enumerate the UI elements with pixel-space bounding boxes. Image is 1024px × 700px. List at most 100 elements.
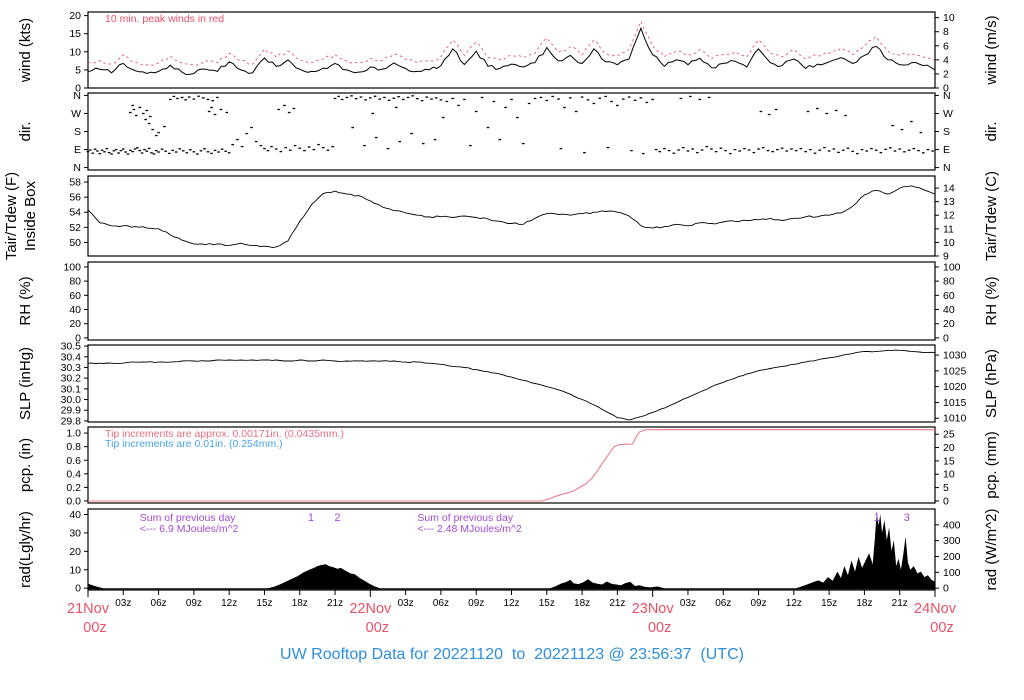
wind-direction-point <box>569 97 572 99</box>
wind-direction-point <box>217 151 220 153</box>
rad-axis-label-left: rad(Lgly/hr) <box>17 511 34 588</box>
wind-direction-point <box>851 150 854 153</box>
hour-label: 18z <box>574 598 590 609</box>
wind-direction-point <box>245 132 249 135</box>
slp-left-tick-label: 29.9 <box>61 405 82 417</box>
wind-right-tick-label: 2 <box>943 68 949 80</box>
wind-peak-10min <box>87 20 936 66</box>
wind-direction-point <box>480 96 484 99</box>
slp-left-tick-label: 30.3 <box>61 362 82 374</box>
wind-direction-point <box>410 132 413 135</box>
wind-direction-point <box>206 98 210 101</box>
wind-direction-point <box>910 120 913 123</box>
wind-direction-point <box>641 152 645 155</box>
slp-right-tick-label: 1020 <box>943 381 967 393</box>
wind-direction-point <box>433 138 437 141</box>
wind-direction-point <box>114 148 118 151</box>
day-sub-label: 00z <box>366 620 389 636</box>
wind-direction-point <box>463 98 466 101</box>
wind-direction-point <box>331 145 334 148</box>
wind-direction-point <box>225 111 229 114</box>
hour-label: 12z <box>221 598 237 609</box>
slp-axis-label-left: SLP (inHg) <box>17 347 34 420</box>
wind-direction-point <box>416 98 419 100</box>
wind-direction-point <box>630 149 633 152</box>
wind-direction-point <box>371 112 374 115</box>
slp-left-tick-label: 30.2 <box>61 373 82 385</box>
wind-direction-point <box>761 146 765 149</box>
wind-direction-point <box>469 144 472 147</box>
wind-direction-point <box>406 96 410 99</box>
day-label: 22Nov <box>349 601 392 617</box>
rad-right-tick-label: 300 <box>943 535 961 547</box>
hour-label: 06z <box>433 598 449 609</box>
pcp-right-tick-label: 0 <box>943 495 949 507</box>
wind-direction-point <box>654 148 658 151</box>
wind-direction-point <box>89 149 92 151</box>
wind-direction-point <box>804 150 807 153</box>
temp-right-tick-label: 12 <box>943 210 955 222</box>
wind-left-tick-label: 15 <box>69 28 81 40</box>
wind-direction-point <box>192 151 196 153</box>
wind-direction-point <box>679 97 683 100</box>
wind-direction-point <box>181 150 185 152</box>
wind-direction-point <box>834 109 838 112</box>
dir-left-tick-label: E <box>74 144 81 156</box>
wind-direction-point <box>689 95 692 98</box>
wind-direction-point <box>816 107 819 110</box>
wind-direction-point <box>747 149 751 151</box>
rad-left-tick-label: 40 <box>69 509 81 521</box>
hour-label: 18z <box>856 598 872 609</box>
temp-left-tick-label: 56 <box>69 192 81 204</box>
panel-wind-frame <box>87 11 936 89</box>
pcp-left-tick-label: 0.4 <box>66 468 81 480</box>
wind-direction-point <box>206 151 210 153</box>
slp-left-tick-label: 30.4 <box>61 351 82 363</box>
wind-direction-point <box>681 146 685 149</box>
wind-direction-point <box>211 100 214 102</box>
wind-direction-point <box>107 151 111 154</box>
hour-label: 03z <box>115 598 131 609</box>
wind-direction-point <box>837 151 840 154</box>
wind-direction-point <box>154 149 158 152</box>
wind-direction-point <box>172 95 176 98</box>
pcp-right-tick-label: 5 <box>943 482 949 494</box>
wind-direction-point <box>270 145 273 148</box>
wind-direction-point <box>846 147 850 149</box>
wind-direction-point <box>219 108 223 111</box>
wind-direction-point <box>841 149 845 151</box>
cumulative-precip <box>88 429 935 502</box>
wind-direction-point <box>201 97 205 99</box>
wind-direction-point <box>667 149 671 152</box>
wind-direction-point <box>504 106 507 109</box>
wind-axis-label-left: wind (kts) <box>17 18 34 83</box>
wind-direction-point <box>785 150 789 152</box>
sea-level-pressure <box>87 349 936 421</box>
wind-direction-point <box>124 151 127 153</box>
wind-direction-point <box>154 134 158 137</box>
wind-direction-point <box>333 97 337 100</box>
pcp-annotation-text: Tip increments are 0.01in. (0.254mm.) <box>105 438 283 450</box>
slp-axis-label-right: SLP (hPa) <box>983 349 1000 418</box>
day-label: 24Nov <box>914 601 957 617</box>
wind-direction-point <box>378 98 382 100</box>
wind-direction-point <box>411 95 414 97</box>
wind-direction-point <box>714 150 718 153</box>
pcp-axis-label-right: pcp. (mm) <box>983 431 1000 499</box>
wind-direction-point <box>691 148 694 150</box>
wind-direction-point <box>160 148 164 150</box>
wind-direction-point <box>364 99 367 101</box>
wind-direction-point <box>823 146 826 149</box>
wind-direction-point <box>354 98 358 100</box>
pcp-left-tick-label: 0.0 <box>66 495 81 507</box>
day-sub-label: 00z <box>648 620 671 636</box>
wind-direction-point <box>178 148 182 150</box>
wind-direction-point <box>136 147 139 149</box>
day-sub-label: 00z <box>930 620 953 636</box>
hour-label: 15z <box>539 598 555 609</box>
rad-annotation-text: Sum of previous day <box>140 512 236 524</box>
wind-direction-point <box>621 98 625 100</box>
wind-direction-point <box>780 147 784 149</box>
wind-direction-point <box>293 144 297 147</box>
